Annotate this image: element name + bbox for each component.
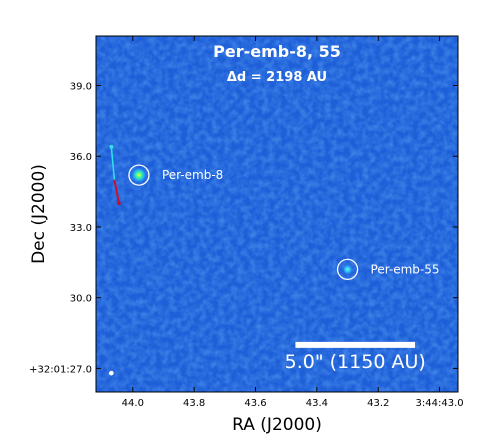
plot-area: Per-emb-8 Per-emb-55 5.0" (1150 AU): [95, 35, 459, 393]
y-tick-label: 36.0: [70, 152, 92, 163]
outflow-blue-lobe: [110, 146, 116, 180]
outflow-blue-tip: [109, 144, 114, 149]
source-marker-circle: [128, 164, 150, 186]
x-tick-label: 43.6: [244, 398, 266, 409]
source-emission: [130, 167, 147, 184]
source-marker-circle: [336, 258, 359, 281]
y-tick-label: +32:01:27.0: [29, 364, 92, 375]
x-tick-label: 43.8: [183, 398, 205, 409]
scale-bar-label: 5.0" (1150 AU): [285, 351, 426, 373]
chart-title: Per-emb-8, 55: [213, 42, 341, 61]
source-label: Per-emb-55: [371, 262, 440, 276]
y-axis-label: Dec (J2000): [29, 164, 49, 264]
outflow-red-lobe: [113, 179, 120, 204]
source-emission: [341, 263, 354, 276]
beam-ellipse: [109, 370, 114, 376]
x-axis-label: RA (J2000): [232, 415, 322, 435]
x-tick-label: 43.2: [367, 398, 389, 409]
x-tick-label: 43.4: [306, 398, 328, 409]
y-tick-label: 33.0: [70, 223, 92, 234]
plot-frame: [95, 35, 459, 393]
y-tick-label: 39.0: [70, 82, 92, 93]
source-label: Per-emb-8: [162, 168, 223, 182]
outflow-red-tip: [117, 201, 121, 206]
y-tick-label: 30.0: [70, 294, 92, 305]
image-noise: [96, 36, 458, 392]
x-tick-label: 44.0: [122, 398, 144, 409]
chart-subtitle: Δd = 2198 AU: [227, 70, 327, 85]
x-tick-label: 3:44:43.0: [416, 398, 464, 409]
